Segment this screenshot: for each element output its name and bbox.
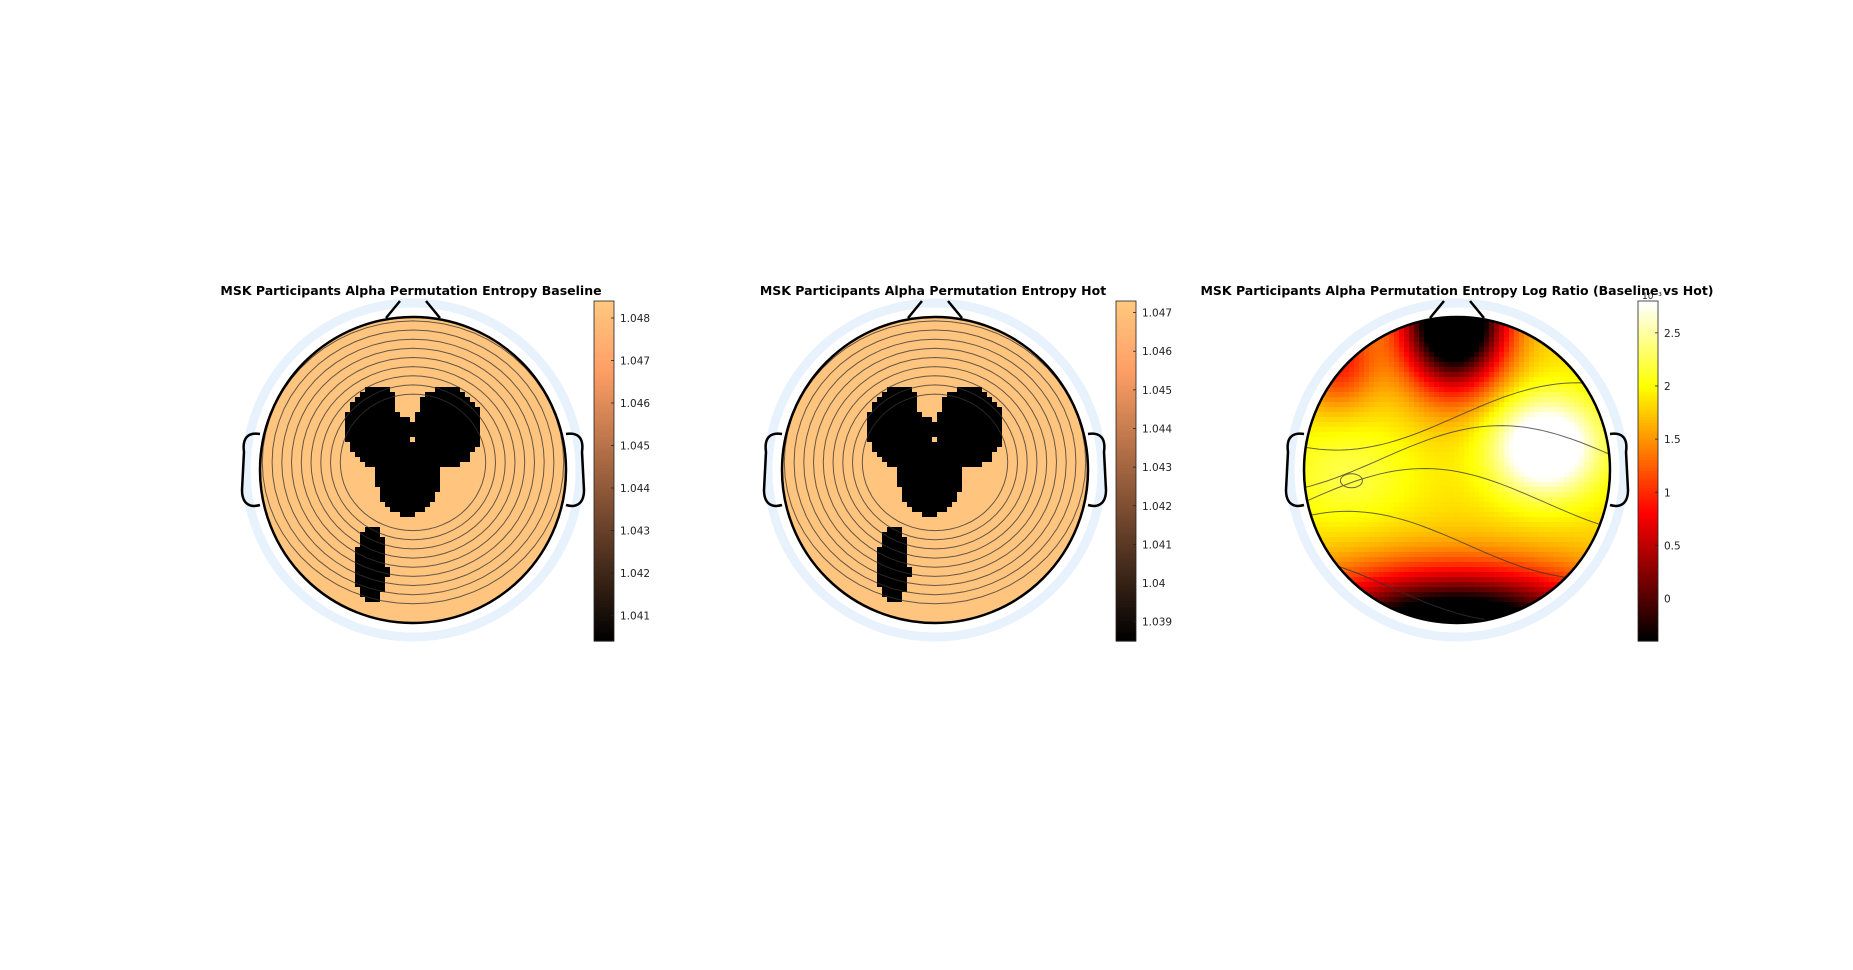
- colorbar-tick-label: 1: [1664, 487, 1671, 499]
- nose-icon: [1429, 300, 1485, 319]
- colorbar-tick-label: 1.04: [1142, 578, 1166, 590]
- colorbar-tick-label: 1.047: [620, 356, 650, 368]
- colorbar-tick-label: 1.043: [1142, 462, 1172, 474]
- chart-title: MSK Participants Alpha Permutation Entro…: [1200, 283, 1713, 298]
- ear-icon: [1087, 432, 1108, 508]
- colorbar-tick-label: 1.5: [1664, 434, 1681, 446]
- head-outer-ring: [241, 298, 585, 642]
- ear-icon: [762, 432, 783, 508]
- colorbar-frame: [593, 300, 615, 642]
- colorbar-tick-label: 1.039: [1142, 617, 1172, 629]
- colorbar-tick-label: 1.041: [1142, 539, 1172, 551]
- head-outline: [1302, 315, 1612, 625]
- chart-title: MSK Participants Alpha Permutation Entro…: [760, 283, 1106, 298]
- colorbar: 1.041 1.042 1.043 1.044 1.045 1.046 1.047 1.048: [593, 300, 650, 642]
- nose-icon: [385, 300, 441, 319]
- colorbar-tick-label: 1.044: [1142, 424, 1172, 436]
- ear-icon: [1284, 432, 1305, 508]
- colorbar-exponent: 10⁻³: [1642, 292, 1662, 302]
- head-outer-ring: [763, 298, 1107, 642]
- colorbar-tick-label: 2.5: [1664, 328, 1681, 340]
- colorbar-tick-label: 1.044: [620, 483, 650, 495]
- colorbar-tick-label: 0.5: [1664, 540, 1681, 552]
- colorbar-tick-label: 1.041: [620, 611, 650, 623]
- colorbar-tick-label: 0: [1664, 594, 1671, 606]
- colorbar-tick-label: 1.046: [1142, 346, 1172, 358]
- colorbar: 1.039 1.04 1.041 1.042 1.043 1.044 1.045 1.046 1…: [1115, 300, 1172, 642]
- colorbar-tick-label: 1.045: [620, 441, 650, 453]
- chart-title: MSK Participants Alpha Permutation Entro…: [220, 283, 601, 298]
- head-outer-ring: [1285, 298, 1629, 642]
- colorbar-tick-label: 1.045: [1142, 385, 1172, 397]
- topoplot-panel-2: 1.039 1.04 1.041 1.042 1.043 1.044 1.045 1.046 1…: [760, 283, 1172, 642]
- colorbar-tick-label: 1.043: [620, 526, 650, 538]
- colorbar: 0 0.5 1 1.5 2 2.5 10⁻³: [1637, 292, 1681, 642]
- colorbar-tick-label: 1.047: [1142, 308, 1172, 320]
- colorbar-tick-label: 1.042: [1142, 501, 1172, 513]
- colorbar-tick-label: 1.046: [620, 398, 650, 410]
- colorbar-tick-label: 2: [1664, 381, 1671, 393]
- colorbar-frame: [1637, 300, 1659, 642]
- ear-icon: [240, 432, 261, 508]
- colorbar-tick-label: 1.048: [620, 313, 650, 325]
- colorbar-tick-label: 1.042: [620, 568, 650, 580]
- head-outline: [780, 315, 1090, 625]
- nose-icon: [907, 300, 963, 319]
- topoplot-panel-1: 1.041 1.042 1.043 1.044 1.045 1.046 1.047 1.048…: [220, 283, 650, 642]
- ear-icon: [1609, 432, 1630, 508]
- colorbar-frame: [1115, 300, 1137, 642]
- head-outline: [258, 315, 568, 625]
- ear-icon: [565, 432, 586, 508]
